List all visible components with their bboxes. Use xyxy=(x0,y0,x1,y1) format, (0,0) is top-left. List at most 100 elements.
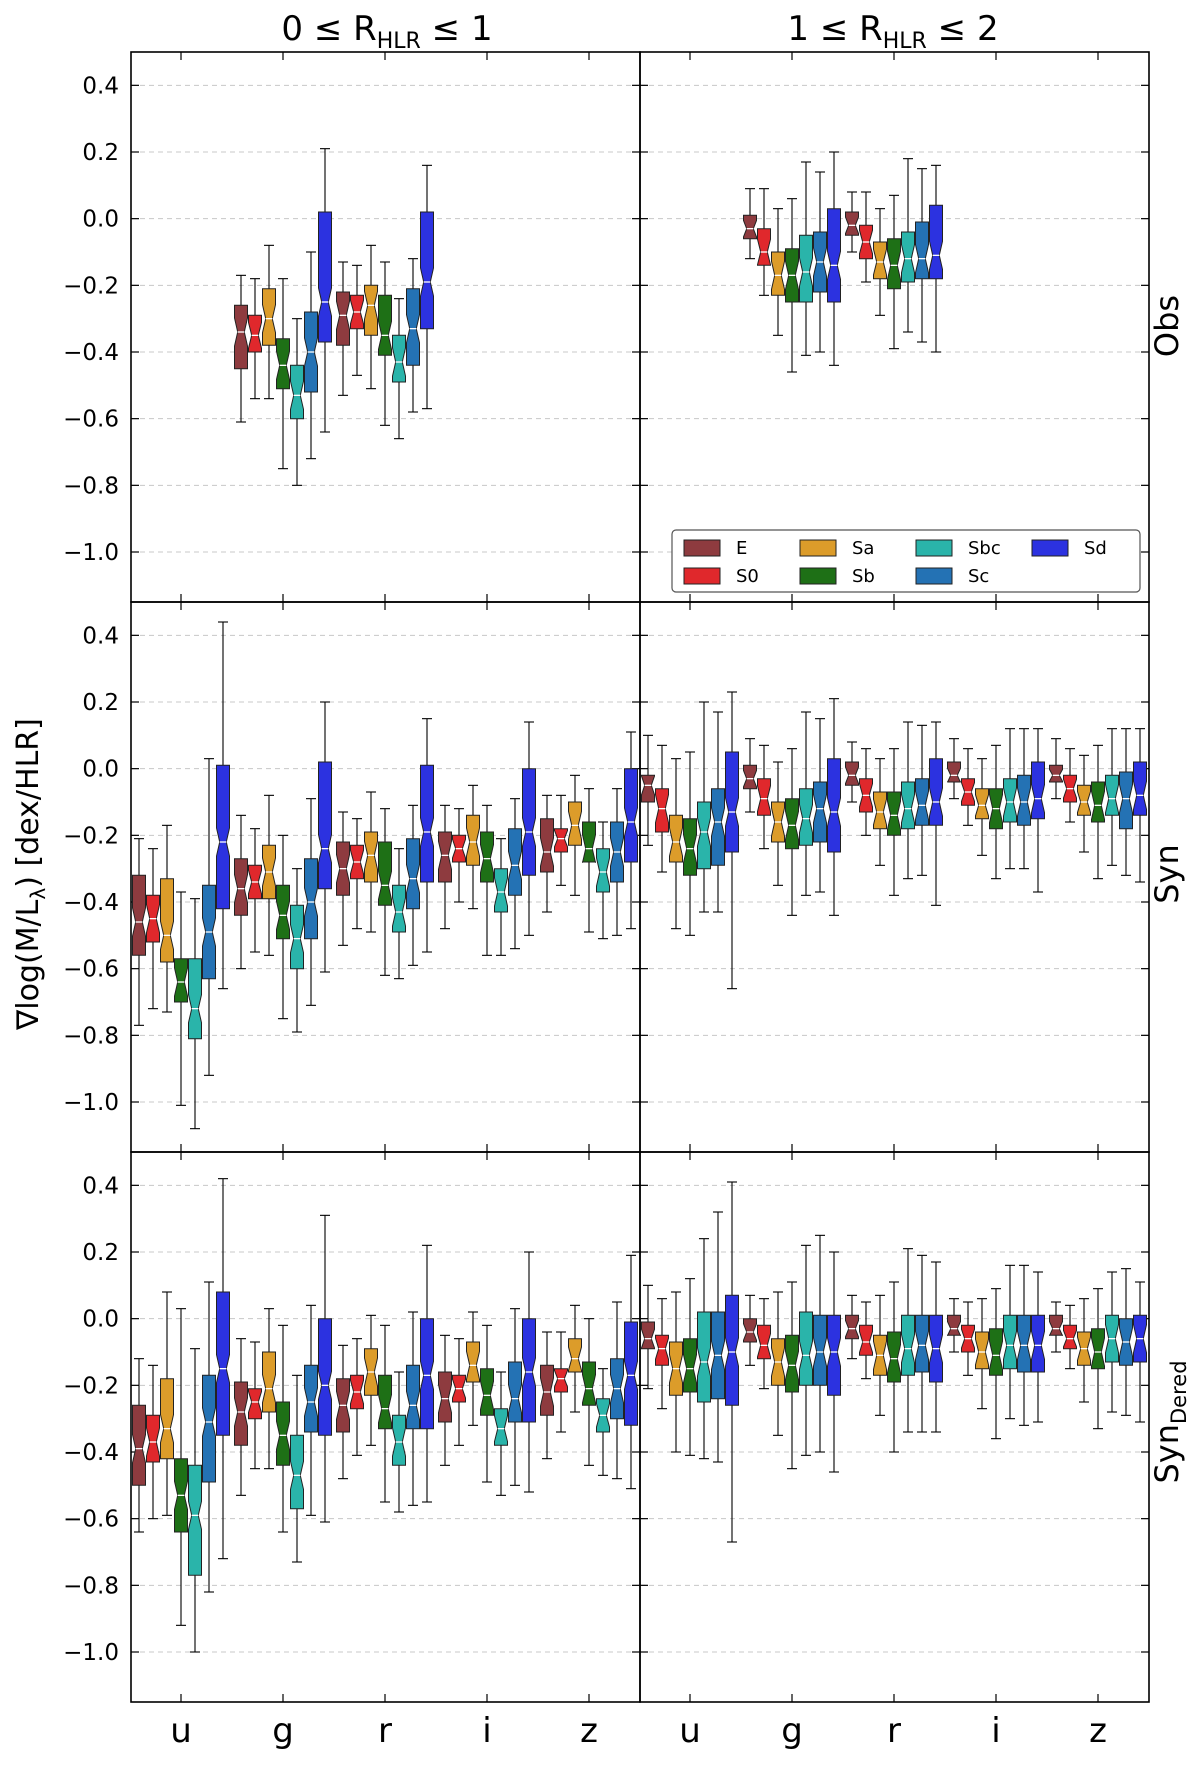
box-body xyxy=(582,821,596,863)
box-s0 xyxy=(757,188,771,296)
box-body xyxy=(845,1314,859,1340)
y-tick-label: −1.0 xyxy=(63,540,119,566)
box-body xyxy=(799,1311,813,1386)
box-body xyxy=(1049,764,1063,783)
box-body xyxy=(216,1291,230,1436)
box-body xyxy=(901,781,915,830)
box-body xyxy=(132,1404,146,1486)
box-body xyxy=(216,764,230,910)
box-body xyxy=(901,1314,915,1376)
box-body xyxy=(641,774,655,803)
y-tick-label: −0.4 xyxy=(63,340,119,366)
box-body xyxy=(1031,761,1045,820)
box-body xyxy=(466,814,480,866)
box-sbc xyxy=(188,898,202,1130)
box-sc xyxy=(915,1254,929,1433)
panel-r2-c0: 0.4 0.2 0.0 −0.2 −0.4 −0.6 −0.8 −1.0 u g r i z xyxy=(63,1151,641,1751)
box-e xyxy=(1049,738,1063,800)
legend-swatch xyxy=(1031,539,1069,557)
box-body xyxy=(276,338,290,390)
box-body xyxy=(420,211,434,330)
box-sa xyxy=(873,208,887,316)
box-sbc xyxy=(799,1244,813,1456)
box-sc xyxy=(813,718,827,893)
box-body xyxy=(290,364,304,420)
box-e xyxy=(438,1334,452,1466)
box-e xyxy=(845,741,859,803)
col-title-0: 0 ≤ RHLR ≤ 1 xyxy=(281,9,492,54)
box-body xyxy=(901,231,915,283)
box-body xyxy=(915,221,929,280)
box-body xyxy=(697,1311,711,1403)
y-tick-label: −0.6 xyxy=(63,1507,119,1533)
row-label-syn-dered: SynDered xyxy=(1148,1360,1191,1483)
box-s0 xyxy=(452,1338,466,1446)
box-sc xyxy=(202,1281,216,1593)
box-body xyxy=(364,831,378,883)
box-body xyxy=(174,958,188,1003)
box-body xyxy=(188,958,202,1040)
box-sc xyxy=(1119,1268,1133,1416)
box-body xyxy=(887,791,901,836)
box-body xyxy=(827,1314,841,1396)
box-body xyxy=(568,801,582,846)
box-sa xyxy=(466,1311,480,1426)
y-tick-label: −0.2 xyxy=(63,1373,119,1399)
box-sb xyxy=(785,1281,799,1470)
box-sc xyxy=(711,1211,725,1463)
box-sa xyxy=(262,794,276,956)
box-s0 xyxy=(554,794,568,886)
y-tick-label: 0.2 xyxy=(82,1240,119,1266)
legend-item-e: E xyxy=(683,538,747,559)
plot-area: 0.4 0.2 0.0 −0.2 −0.4 −0.6 −0.8 −1.0 0.4 0.2 0.0 −0… xyxy=(63,51,1150,1751)
y-axis-label: ∇log(M/Lλ) [dex/HLR] xyxy=(11,718,50,1031)
legend-label: E xyxy=(736,538,747,559)
box-sd xyxy=(827,1251,841,1473)
y-tick-label: −0.8 xyxy=(63,473,119,499)
box-body xyxy=(494,868,508,913)
box-body xyxy=(655,1334,669,1366)
box-e xyxy=(641,1284,655,1390)
row-label-syn: Syn xyxy=(1148,844,1186,904)
box-body xyxy=(827,208,841,303)
box-sa xyxy=(364,1314,378,1446)
box-s0 xyxy=(859,748,873,836)
box-body xyxy=(624,768,638,863)
box-e xyxy=(540,794,554,913)
box-e xyxy=(1049,1301,1063,1353)
box-sd xyxy=(624,731,638,930)
y-tick-label: −0.2 xyxy=(63,273,119,299)
box-body xyxy=(725,1294,739,1406)
box-sbc xyxy=(392,298,406,440)
box-sa xyxy=(873,758,887,866)
box-sbc xyxy=(494,838,508,956)
x-tick-label-g: g xyxy=(781,1711,803,1751)
box-body xyxy=(1133,761,1147,816)
box-body xyxy=(799,788,813,846)
y-tick-label: 0.4 xyxy=(82,623,119,649)
box-sbc xyxy=(1003,728,1017,870)
panel-r0-c0: 0.4 0.2 0.0 −0.2 −0.4 −0.6 −0.8 −1.0 xyxy=(63,51,641,603)
box-sa xyxy=(669,1291,683,1453)
box-body xyxy=(624,1321,638,1426)
box-body xyxy=(859,1324,873,1356)
box-body xyxy=(1063,1324,1077,1350)
y-tick-label: −0.8 xyxy=(63,1023,119,1049)
box-sa xyxy=(160,824,174,1013)
box-sa xyxy=(771,1291,785,1436)
box-sd xyxy=(216,1178,230,1560)
box-e xyxy=(743,1294,757,1366)
box-body xyxy=(480,831,494,883)
box-sc xyxy=(508,798,522,950)
panel-frame xyxy=(639,1151,1150,1703)
box-body xyxy=(929,758,943,826)
legend-swatch xyxy=(683,567,721,585)
box-sa xyxy=(1077,1298,1091,1403)
box-sa xyxy=(771,208,785,336)
box-s0 xyxy=(248,1341,262,1470)
box-sb xyxy=(1091,1288,1105,1430)
box-body xyxy=(757,778,771,816)
box-body xyxy=(188,1464,202,1576)
box-sb xyxy=(582,1318,596,1466)
